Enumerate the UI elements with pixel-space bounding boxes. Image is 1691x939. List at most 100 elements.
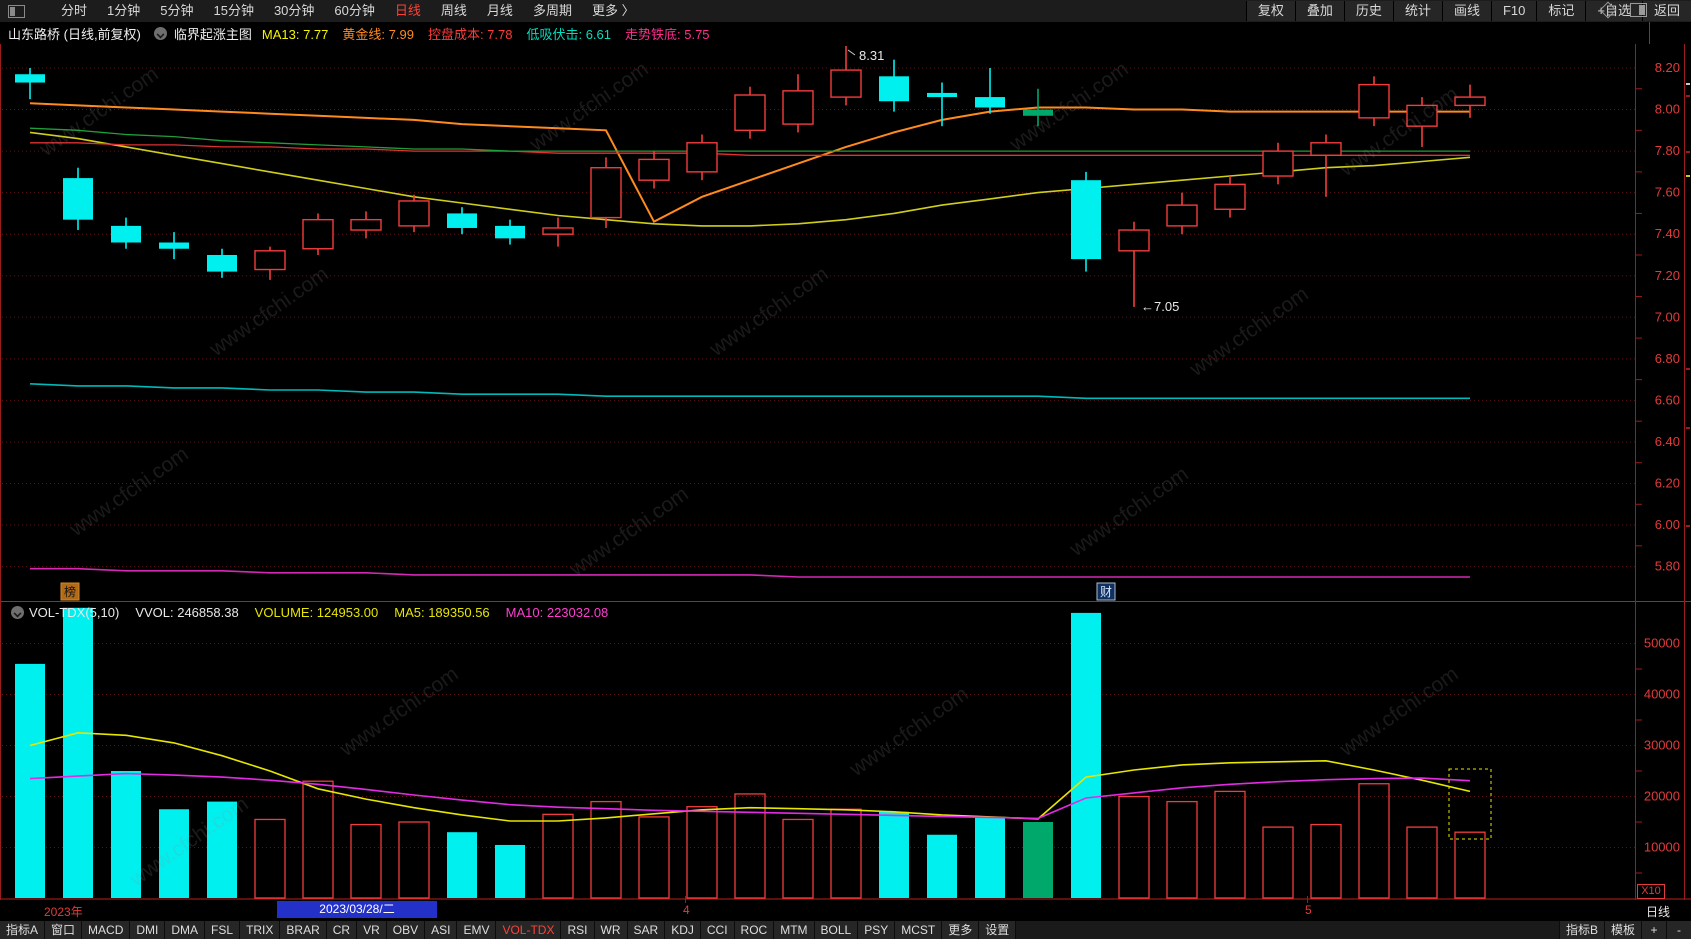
period-tab-月线[interactable]: 月线: [486, 3, 513, 18]
indicator-tab-BOLL[interactable]: BOLL: [814, 921, 859, 939]
volume-bar-9: [447, 832, 477, 898]
period-tab-周线[interactable]: 周线: [440, 3, 467, 18]
volume-indicator-dropdown-icon[interactable]: [11, 605, 24, 619]
panel-toggle-icon[interactable]: [8, 4, 25, 18]
indicator-dropdown-icon[interactable]: [153, 26, 167, 40]
indicator-tabs: 指标A 窗口 MACD DMI DMA FSL TRIX BRAR CR VR OBV ASI EMV V…: [0, 921, 1017, 939]
volume-bar-1: [63, 607, 93, 898]
indicator-tab-FSL[interactable]: FSL: [205, 921, 241, 939]
indicator-tab-CCI[interactable]: CCI: [700, 921, 735, 939]
svg-text:5.80: 5.80: [1655, 559, 1680, 574]
action-button-返回[interactable]: 返回: [1641, 1, 1691, 21]
action-button-+自选[interactable]: +自选: [1585, 1, 1642, 21]
candle-23: [1118, 229, 1150, 252]
period-tab-1分钟[interactable]: 1分钟: [107, 3, 141, 18]
indicator-tab-+[interactable]: +: [1641, 921, 1666, 939]
month-tick: [685, 896, 686, 903]
volume-header-segment: MA10: 223032.08: [505, 604, 609, 620]
volume-header-segment: VOL-TDX(5,10): [29, 604, 120, 620]
title-bar: 山东路桥 (日线,前复权) 临界起涨主图 MA13: 7.77 黄金线: 7.99…: [0, 22, 1691, 44]
indicator-tab-指标A[interactable]: 指标A: [0, 921, 46, 939]
bottom-toolbar: 指标A 窗口 MACD DMI DMA FSL TRIX BRAR CR VR OBV ASI EMV V…: [0, 921, 1691, 939]
candle-28: [1358, 83, 1390, 119]
indicator-tab-MACD[interactable]: MACD: [82, 921, 131, 939]
volume-header-segment: VVOL: 246858.38: [135, 604, 239, 620]
diamond-icon[interactable]: [1599, 1, 1617, 19]
action-button-画线[interactable]: 画线: [1441, 1, 1491, 21]
indicator-tab--[interactable]: -: [1666, 921, 1691, 939]
event-marker-榜[interactable]: 榜: [60, 582, 80, 601]
candle-19: [927, 92, 957, 98]
action-button-F10[interactable]: F10: [1490, 1, 1537, 21]
candle-21: [1023, 109, 1053, 116]
period-tab-60分钟[interactable]: 60分钟: [334, 3, 375, 18]
indicator-tab-CR[interactable]: CR: [326, 921, 358, 939]
action-button-历史[interactable]: 历史: [1343, 1, 1393, 21]
indicator-tab-指标B[interactable]: 指标B: [1558, 921, 1604, 939]
period-tab-更多 〉[interactable]: 更多 〉: [591, 3, 635, 18]
indicator-tab-设置[interactable]: 设置: [979, 921, 1017, 939]
indicator-tab-更多[interactable]: 更多: [942, 921, 980, 939]
volume-ma-MA10: [29, 772, 1471, 820]
indicator-tab-SAR[interactable]: SAR: [627, 921, 666, 939]
indicator-tab-KDJ[interactable]: KDJ: [665, 921, 701, 939]
date-axis[interactable]: 2023年 2023/03/28/二 4 5 日线: [0, 896, 1691, 921]
indicator-tab-模板[interactable]: 模板: [1603, 921, 1641, 939]
volume-bar-29: [1406, 826, 1438, 899]
indicator-tab-VOL-TDX[interactable]: VOL-TDX: [496, 921, 562, 939]
indicator-tab-窗口[interactable]: 窗口: [45, 921, 83, 939]
candle-17: [830, 69, 862, 98]
indicator-tab-DMA[interactable]: DMA: [165, 921, 206, 939]
svg-text:7.40: 7.40: [1655, 226, 1680, 241]
indicator-tab-MTM[interactable]: MTM: [774, 921, 815, 939]
selected-date-badge: 2023/03/28/二: [277, 901, 437, 918]
svg-text:7.00: 7.00: [1655, 309, 1680, 324]
indicator-values: MA13: 7.77 黄金线: 7.99 控盘成本: 7.78 低吸伏击: 6.61 走…: [262, 24, 724, 43]
action-button-复权[interactable]: 复权: [1245, 1, 1295, 21]
volume-bar-21: [1023, 822, 1053, 898]
svg-text:6.20: 6.20: [1655, 476, 1680, 491]
action-button-标记[interactable]: 标记: [1536, 1, 1586, 21]
volume-bar-10: [495, 844, 525, 898]
period-tab-分时[interactable]: 分时: [61, 3, 88, 18]
indicator-tab-BRAR[interactable]: BRAR: [280, 921, 327, 939]
indicator-tab-PSY[interactable]: PSY: [858, 921, 896, 939]
indicator-tab-VR[interactable]: VR: [357, 921, 387, 939]
volume-bar-22: [1071, 612, 1101, 898]
event-marker-财[interactable]: 财: [1096, 582, 1116, 601]
period-tab-15分钟[interactable]: 15分钟: [213, 3, 254, 18]
indicator-tab-MCST[interactable]: MCST: [895, 921, 943, 939]
indicator-tab-RSI[interactable]: RSI: [561, 921, 595, 939]
action-button-叠加[interactable]: 叠加: [1294, 1, 1344, 21]
candle-15: [734, 94, 766, 132]
split-window-icon[interactable]: [1630, 3, 1647, 17]
svg-text:7.60: 7.60: [1655, 185, 1680, 200]
indicator-tab-WR[interactable]: WR: [594, 921, 628, 939]
indicator-tab-EMV[interactable]: EMV: [457, 921, 497, 939]
candle-30: [1454, 96, 1486, 107]
indicator-tabs-right: 指标B 模板 + -: [1558, 921, 1691, 939]
volume-bar-14: [686, 806, 718, 899]
volume-bar-30: [1454, 831, 1486, 899]
period-tab-多周期[interactable]: 多周期: [532, 3, 572, 18]
indicator-tab-ROC[interactable]: ROC: [734, 921, 775, 939]
svg-text:40000: 40000: [1644, 687, 1680, 702]
volume-chart[interactable]: 50000 40000 30000 20000 10000: [0, 601, 1691, 900]
indicator-tab-DMI[interactable]: DMI: [130, 921, 166, 939]
indicator-tab-TRIX[interactable]: TRIX: [240, 921, 281, 939]
period-tab-日线[interactable]: 日线: [394, 3, 421, 18]
action-button-统计[interactable]: 统计: [1392, 1, 1442, 21]
svg-text:6.80: 6.80: [1655, 351, 1680, 366]
candle-20: [975, 97, 1005, 108]
period-tab-30分钟[interactable]: 30分钟: [273, 3, 315, 18]
candle-2: [111, 225, 141, 243]
volume-bar-26: [1262, 826, 1294, 899]
indicator-tab-ASI[interactable]: ASI: [425, 921, 458, 939]
indicator-tab-OBV[interactable]: OBV: [386, 921, 426, 939]
price-gridlines: 8.20 8.00 7.80 7.60 7.40 7.20 7.00 6.80 6.60 6.40…: [2, 60, 1680, 574]
month-marker-4: 4: [683, 896, 690, 917]
candle-6: [302, 218, 334, 250]
main-price-chart[interactable]: 8.20 8.00 7.80 7.60 7.40 7.20 7.00 6.80 6.60 6.40…: [0, 44, 1691, 601]
period-tab-5分钟[interactable]: 5分钟: [160, 3, 194, 18]
indicator-value: MA13: 7.77: [261, 26, 329, 42]
